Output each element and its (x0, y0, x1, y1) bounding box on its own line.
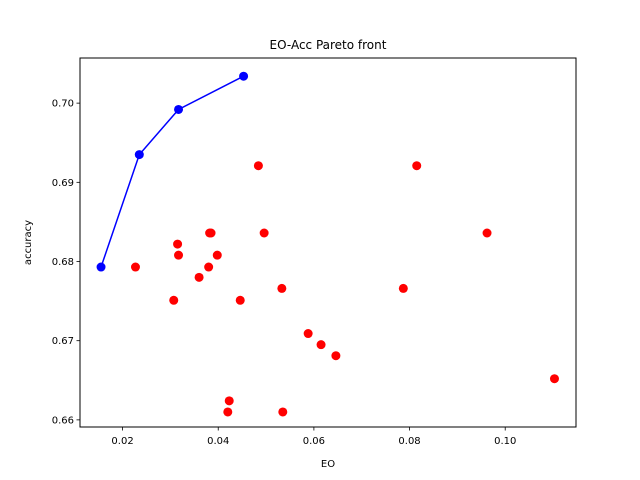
y-axis: 0.66 0.67 0.68 0.69 0.70 (52, 99, 80, 426)
y-tick-label: 0.68 (52, 257, 74, 268)
data-point-16 (303, 329, 313, 339)
data-point-13 (259, 228, 269, 238)
pareto-point-0 (96, 262, 106, 272)
data-point-18 (331, 351, 341, 361)
data-point-22 (549, 374, 559, 384)
pareto-point-3 (239, 71, 249, 81)
x-tick-label: 0.06 (303, 436, 325, 447)
data-point-12 (253, 161, 263, 171)
data-point-10 (224, 396, 234, 406)
data-point-20 (412, 161, 422, 171)
y-tick-label: 0.69 (52, 178, 74, 189)
data-point-3 (174, 250, 184, 260)
data-point-4 (194, 272, 204, 282)
data-point-21 (482, 228, 492, 238)
y-tick-label: 0.70 (52, 99, 74, 110)
data-point-7 (206, 228, 216, 238)
x-tick-label: 0.10 (494, 436, 516, 447)
axes-frame (79, 57, 577, 428)
data-point-11 (235, 295, 245, 305)
y-tick-label: 0.66 (52, 415, 74, 426)
data-point-14 (277, 283, 287, 293)
x-tick-label: 0.08 (398, 436, 420, 447)
x-axis-label: EO (321, 459, 335, 470)
data-point-17 (316, 340, 326, 350)
data-point-5 (204, 262, 214, 272)
pareto-front-line (100, 75, 244, 268)
data-point-9 (223, 407, 233, 417)
data-point-19 (398, 283, 408, 293)
data-point-15 (278, 407, 288, 417)
y-tick-label: 0.67 (52, 336, 74, 347)
x-axis: 0.02 0.04 0.06 0.08 0.10 (111, 427, 516, 447)
chart-title: EO-Acc Pareto front (270, 38, 387, 52)
data-point-0 (130, 262, 140, 272)
pareto-point-2 (174, 104, 184, 114)
x-tick-label: 0.04 (207, 436, 229, 447)
data-point-8 (212, 250, 222, 260)
data-point-2 (173, 239, 183, 249)
pareto-point-1 (134, 150, 144, 160)
data-point-1 (169, 295, 179, 305)
plot-area (96, 71, 559, 417)
x-tick-label: 0.02 (111, 436, 133, 447)
y-axis-label: accuracy (23, 220, 34, 265)
